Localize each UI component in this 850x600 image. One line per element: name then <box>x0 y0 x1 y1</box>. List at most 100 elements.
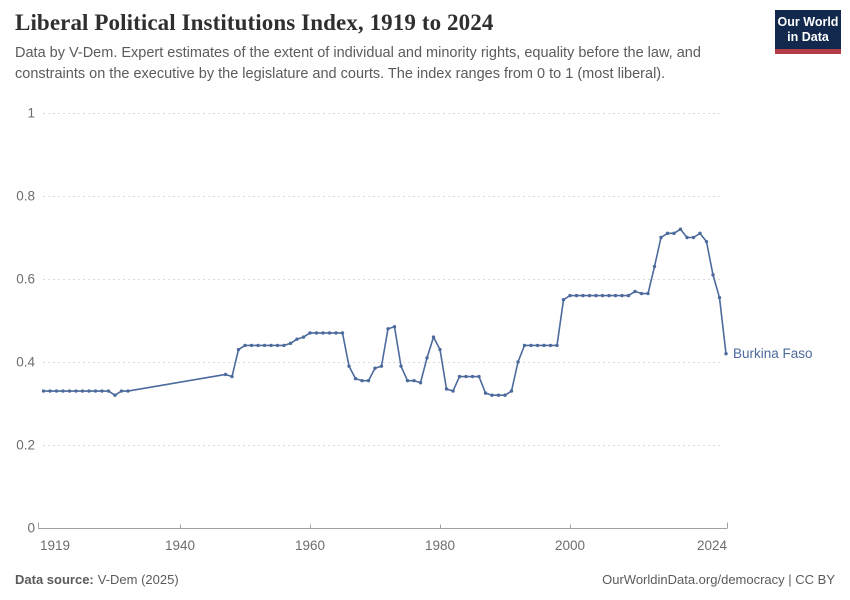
credit-link[interactable]: OurWorldinData.org/democracy | CC BY <box>602 572 835 587</box>
data-point[interactable] <box>483 391 488 395</box>
data-point[interactable] <box>568 293 572 298</box>
data-point[interactable] <box>698 231 702 236</box>
data-point[interactable] <box>548 343 553 348</box>
data-point[interactable] <box>334 331 338 335</box>
series-line[interactable] <box>42 228 727 397</box>
data-point[interactable] <box>353 376 358 381</box>
data-point[interactable] <box>600 293 605 298</box>
data-point[interactable] <box>477 374 481 379</box>
data-point[interactable] <box>431 335 436 339</box>
data-point[interactable] <box>542 343 546 348</box>
data-point[interactable] <box>633 289 637 294</box>
data-point[interactable] <box>724 352 728 356</box>
data-point[interactable] <box>269 343 273 348</box>
data-point[interactable] <box>314 331 319 335</box>
data-point[interactable] <box>327 331 332 335</box>
data-point[interactable] <box>470 374 475 379</box>
data-point[interactable] <box>100 389 104 393</box>
data-point[interactable] <box>425 356 429 360</box>
owid-logo-line2: in Data <box>787 30 829 44</box>
data-point[interactable] <box>236 347 241 352</box>
owid-logo[interactable]: Our World in Data <box>775 10 841 54</box>
data-point[interactable] <box>503 393 507 397</box>
data-point[interactable] <box>93 389 98 393</box>
data-point[interactable] <box>587 293 592 298</box>
data-point[interactable] <box>457 374 462 379</box>
data-point[interactable] <box>626 293 631 298</box>
data-point[interactable] <box>607 293 611 298</box>
data-point[interactable] <box>126 389 130 393</box>
data-point[interactable] <box>301 335 306 339</box>
data-point[interactable] <box>438 347 442 352</box>
data-point[interactable] <box>360 378 364 383</box>
data-point[interactable] <box>678 227 683 231</box>
data-point[interactable] <box>451 389 455 393</box>
data-point[interactable] <box>366 378 371 383</box>
data-point[interactable] <box>522 343 527 348</box>
data-point[interactable] <box>392 325 397 329</box>
data-point[interactable] <box>275 343 280 348</box>
data-point[interactable] <box>418 381 423 385</box>
data-point[interactable] <box>113 393 117 397</box>
data-point[interactable] <box>119 389 124 393</box>
data-point[interactable] <box>509 389 514 393</box>
data-point[interactable] <box>444 387 449 391</box>
data-point[interactable] <box>685 235 689 240</box>
data-point[interactable] <box>464 374 468 379</box>
data-point[interactable] <box>613 293 618 298</box>
data-point[interactable] <box>516 360 520 364</box>
data-point[interactable] <box>639 291 644 296</box>
data-point[interactable] <box>529 343 533 348</box>
data-point[interactable] <box>399 364 403 368</box>
data-point[interactable] <box>379 364 384 368</box>
data-point[interactable] <box>646 291 650 296</box>
data-point[interactable] <box>412 378 416 383</box>
data-point[interactable] <box>555 343 559 348</box>
data-point[interactable] <box>535 343 540 348</box>
data-point[interactable] <box>574 293 579 298</box>
data-point[interactable] <box>496 393 501 397</box>
data-point[interactable] <box>41 389 46 393</box>
data-point[interactable] <box>54 389 59 393</box>
data-point[interactable] <box>80 389 85 393</box>
data-point[interactable] <box>386 327 390 331</box>
data-point[interactable] <box>490 393 494 397</box>
data-point[interactable] <box>373 366 377 370</box>
data-point[interactable] <box>262 343 267 348</box>
data-point[interactable] <box>581 293 585 298</box>
data-point[interactable] <box>594 293 598 298</box>
data-point[interactable] <box>308 331 312 335</box>
series-end-label[interactable]: Burkina Faso <box>733 346 813 361</box>
data-point[interactable] <box>230 374 234 379</box>
data-point[interactable] <box>288 341 293 346</box>
data-point[interactable] <box>340 331 345 335</box>
chart-subtitle: Data by V-Dem. Expert estimates of the e… <box>15 45 701 83</box>
data-point[interactable] <box>87 389 91 393</box>
x-axis-label: 2024 <box>697 538 728 553</box>
data-point[interactable] <box>106 389 111 393</box>
data-point[interactable] <box>256 343 260 348</box>
data-point[interactable] <box>321 331 325 335</box>
data-point[interactable] <box>659 235 663 240</box>
data-point[interactable] <box>717 295 722 300</box>
data-point[interactable] <box>620 293 624 298</box>
data-point[interactable] <box>282 343 286 348</box>
data-point[interactable] <box>704 239 709 244</box>
data-point[interactable] <box>672 231 676 236</box>
data-point[interactable] <box>74 389 78 393</box>
data-point[interactable] <box>347 364 351 368</box>
data-point[interactable] <box>561 298 566 302</box>
data-point[interactable] <box>223 372 228 377</box>
data-point[interactable] <box>249 343 254 348</box>
data-point[interactable] <box>243 343 247 348</box>
data-point[interactable] <box>652 264 657 269</box>
data-point[interactable] <box>405 378 410 383</box>
data-point[interactable] <box>67 389 72 393</box>
data-point[interactable] <box>665 231 670 236</box>
data-point[interactable] <box>711 273 715 277</box>
data-point[interactable] <box>295 337 299 341</box>
data-point[interactable] <box>61 389 65 393</box>
data-point[interactable] <box>691 235 696 240</box>
data-point[interactable] <box>48 389 52 393</box>
